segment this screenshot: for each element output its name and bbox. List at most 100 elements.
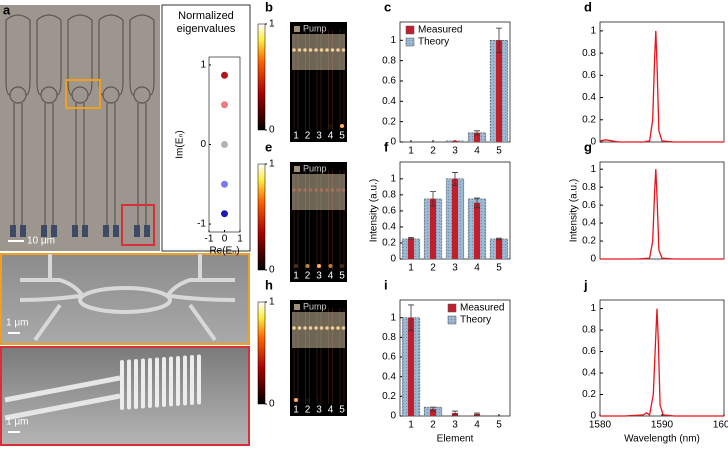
measured-bar <box>429 198 437 259</box>
element-label: 5 <box>339 131 345 142</box>
waveguides <box>5 14 155 237</box>
pump-region <box>292 174 345 210</box>
spectrum-line <box>599 30 724 143</box>
pad <box>51 225 57 237</box>
x-tick-label: 3 <box>452 420 458 431</box>
pump-label: Pump <box>303 23 327 33</box>
waveguide <box>67 20 93 225</box>
pump-spot <box>303 326 307 330</box>
grating-tooth <box>176 356 180 406</box>
error-bar <box>430 191 436 207</box>
y-tick-label: 0.6 <box>382 206 396 217</box>
pump-spot <box>336 48 340 52</box>
element-label: 3 <box>316 131 322 142</box>
colorbar <box>257 301 266 405</box>
x-tick-label: 1 <box>408 263 414 274</box>
waveguide <box>67 14 93 21</box>
output-spot <box>328 264 333 268</box>
output-spot <box>294 264 298 268</box>
element-label: 2 <box>305 405 311 416</box>
y-tick-label: 0.2 <box>582 236 596 247</box>
scale-label: 1 μm <box>6 417 28 428</box>
pad <box>82 225 88 237</box>
pump-spot <box>303 188 307 192</box>
output-spot <box>328 124 333 128</box>
y-tick-label: 0 <box>200 139 206 150</box>
panel-label: e <box>265 139 272 154</box>
error-bar <box>408 236 414 240</box>
legend-key <box>447 315 457 325</box>
x-tick-label: 0 <box>222 234 228 245</box>
pump-spot <box>336 188 340 192</box>
y-tick-label: 0.2 <box>382 391 396 402</box>
x-tick-label: 1580 <box>589 420 612 431</box>
element-label: 4 <box>328 405 334 416</box>
pump-spot <box>292 48 296 52</box>
error-bar <box>452 172 458 186</box>
zoom-box <box>65 79 101 109</box>
measured-bar <box>473 132 481 142</box>
output-spot <box>340 124 344 128</box>
pump-spot <box>292 188 296 192</box>
element-label: 1 <box>293 131 299 142</box>
pump-spot <box>308 48 313 52</box>
pump-spot <box>330 188 335 192</box>
sem-grating <box>120 354 201 410</box>
x-tick-label: 3 <box>452 146 458 157</box>
pump-spot <box>319 188 324 192</box>
grating-tooth <box>183 355 187 406</box>
pad <box>10 225 16 237</box>
element-label: 3 <box>316 405 322 416</box>
x-tick-label: 1 <box>408 420 414 431</box>
y-tick-label: 0.4 <box>382 222 396 233</box>
x-tick-label: 1600 <box>713 420 728 431</box>
y-tick-label: 0 <box>390 411 396 422</box>
element-label: 2 <box>305 271 311 282</box>
error-bar <box>474 197 480 209</box>
element-label: 5 <box>339 405 345 416</box>
pump-spot <box>330 48 335 52</box>
measured-bar <box>495 238 503 259</box>
x-tick-label: 3 <box>452 263 458 274</box>
x-tick-label: 1 <box>237 234 243 245</box>
pump-spot <box>336 326 340 330</box>
legend-key <box>405 37 415 47</box>
element-label: 4 <box>328 131 334 142</box>
axes-frame <box>599 161 725 260</box>
inset-title: Normalized eigenvalues <box>176 10 236 35</box>
x-tick-label: 4 <box>474 420 480 431</box>
waveguide <box>129 20 155 225</box>
y-tick-label: 1 <box>390 173 396 184</box>
element-label: 1 <box>293 405 299 416</box>
pump-label: Pump <box>303 301 327 311</box>
output-spot <box>317 398 321 402</box>
grating-tooth <box>120 360 124 410</box>
pump-spot <box>319 48 324 52</box>
panel-label: c <box>384 0 391 14</box>
pump-region <box>292 34 345 70</box>
waveguide <box>36 14 62 21</box>
y-tick-label: 0.2 <box>582 389 596 400</box>
output-spot <box>305 398 310 402</box>
pump-spot <box>319 326 324 330</box>
y-tick-label: 0.4 <box>582 368 596 379</box>
pump-spot <box>308 326 313 330</box>
y-tick-label: 0 <box>390 254 396 265</box>
y-tick-label: 0.8 <box>382 55 396 66</box>
legend-key <box>405 25 415 35</box>
x-tick-label: 2 <box>430 420 436 431</box>
y-tick-label: 1 <box>590 303 596 314</box>
error-bar <box>496 27 502 53</box>
pad <box>41 225 47 237</box>
eigenvalue-point <box>221 101 228 109</box>
pump-key <box>294 304 300 310</box>
pump-spot <box>314 48 318 52</box>
pump-spot <box>341 188 346 192</box>
scale-label: 10 μm <box>27 236 55 247</box>
legend-key <box>447 303 457 313</box>
pump-spot <box>297 326 302 330</box>
colorbar-tick-label: 0 <box>269 125 275 136</box>
pump-spot <box>303 48 307 52</box>
colorbar <box>257 23 266 131</box>
